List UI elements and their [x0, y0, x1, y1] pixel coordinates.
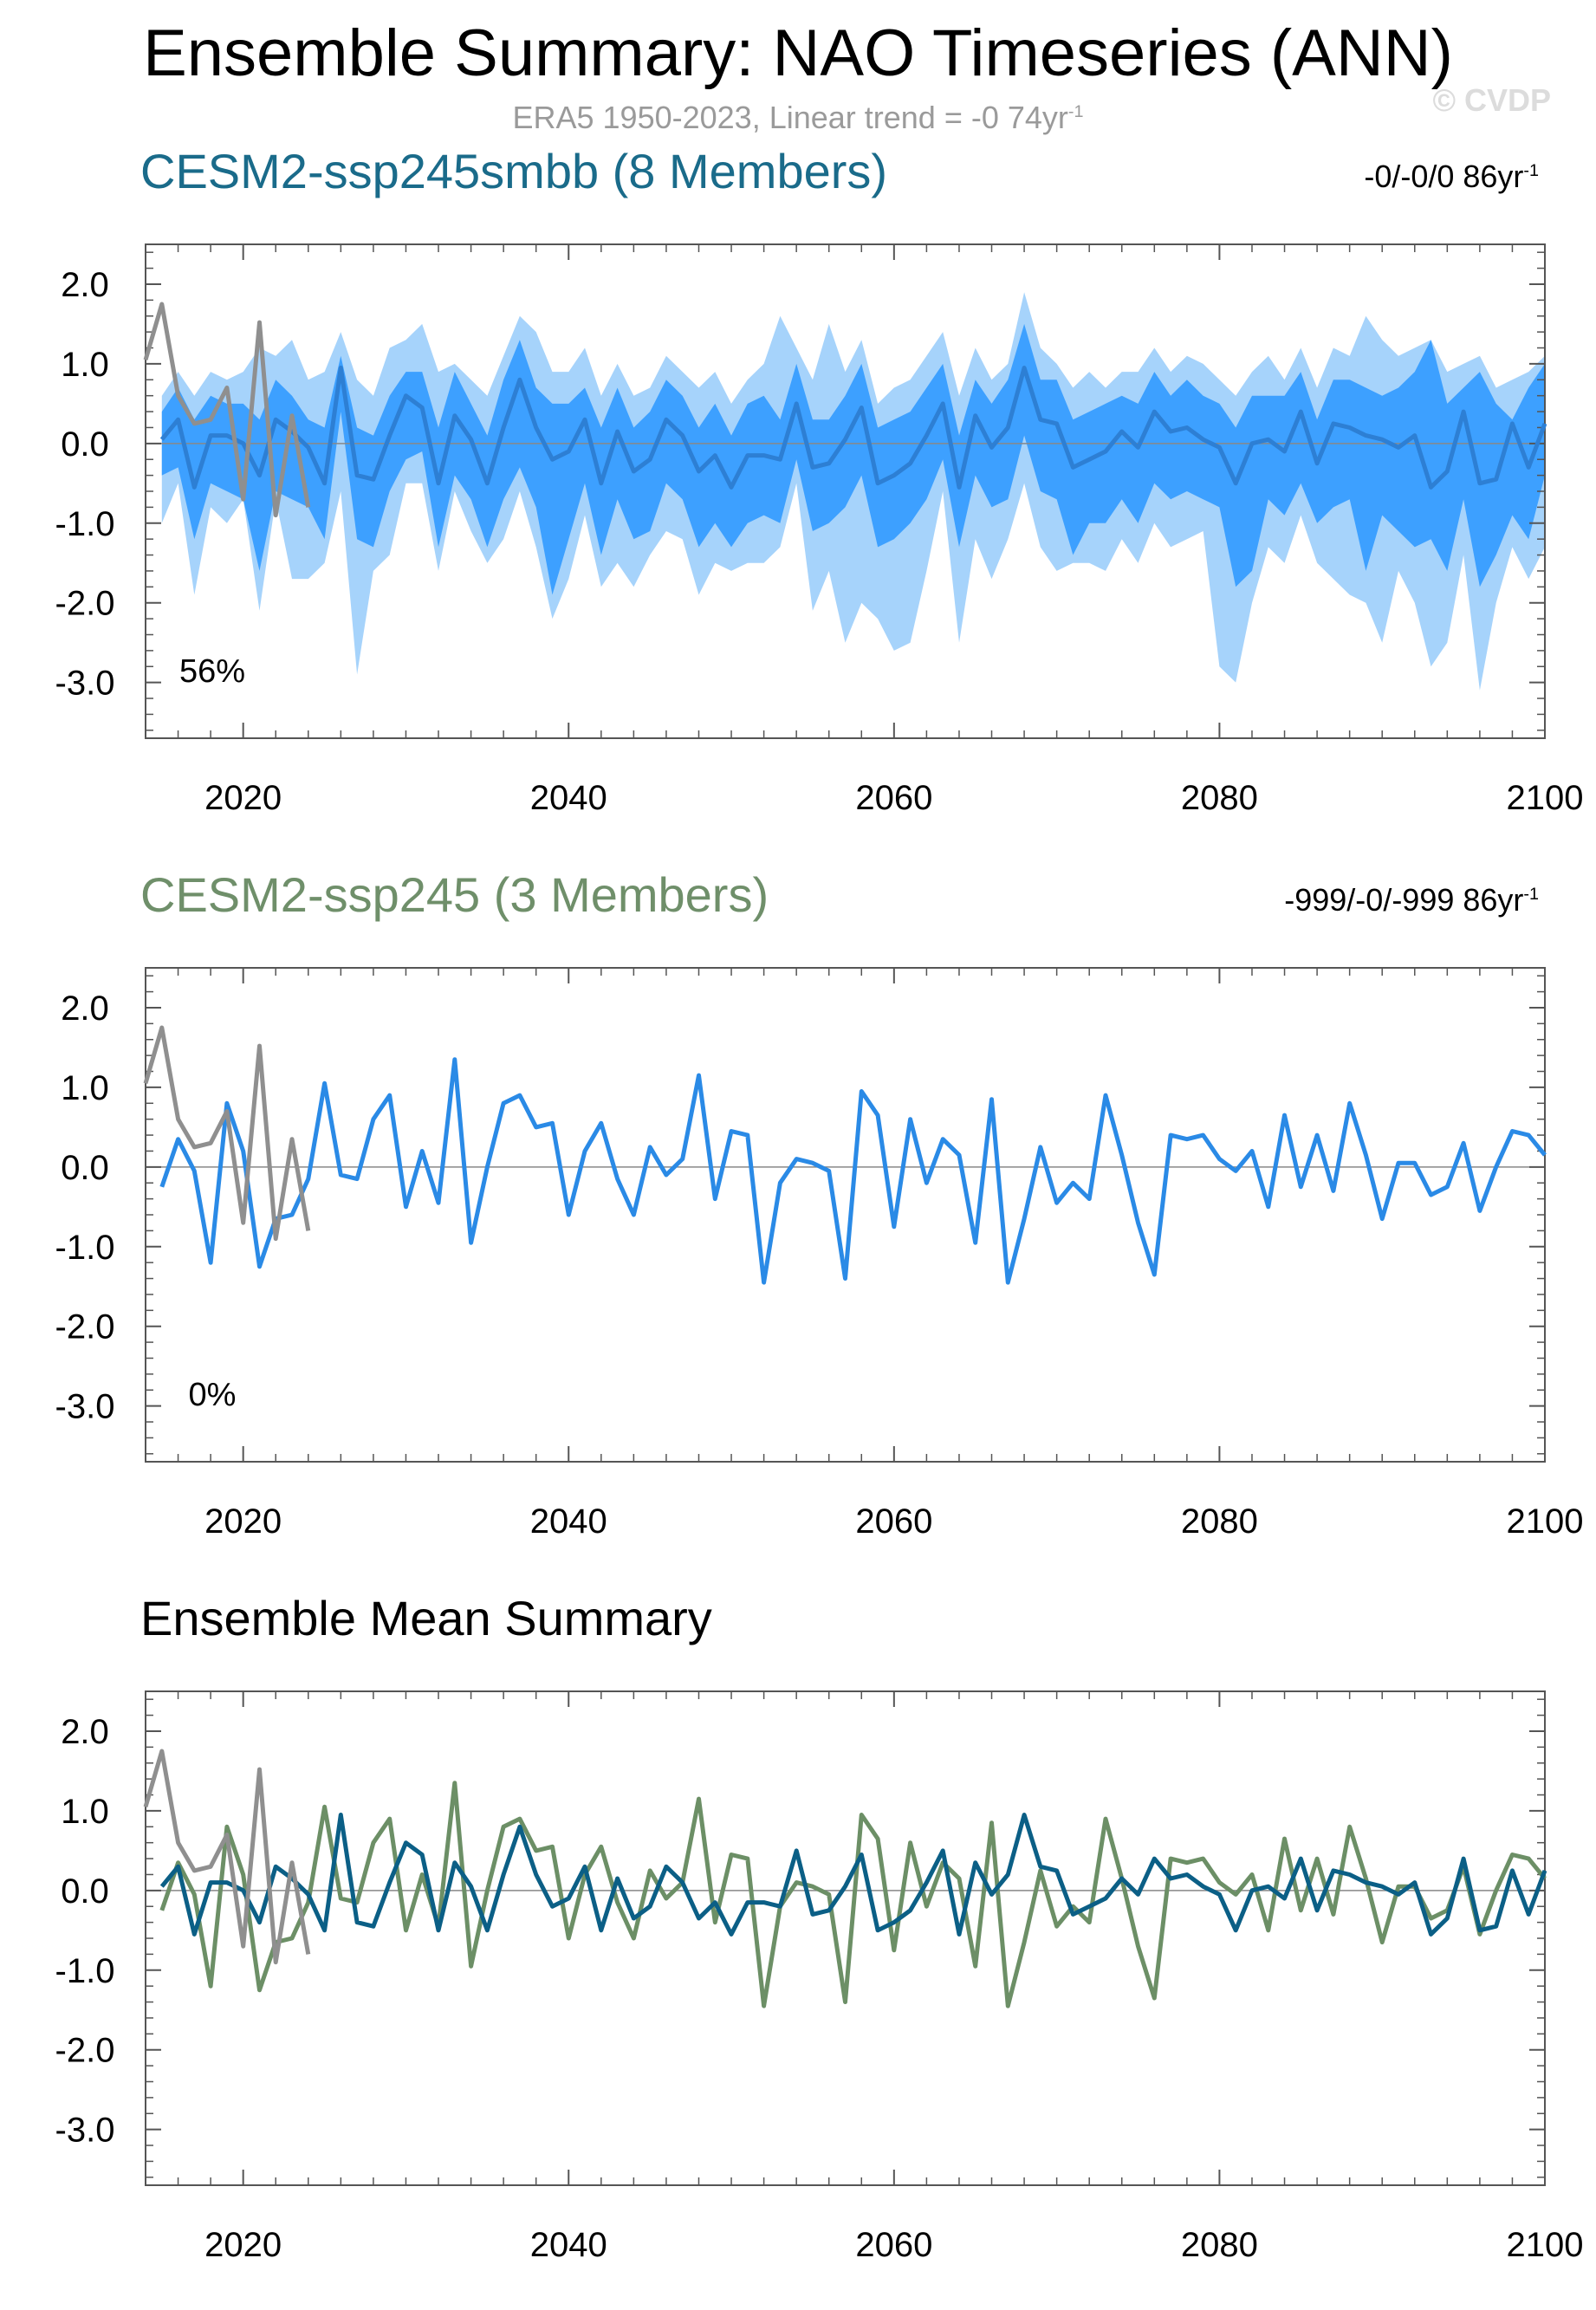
panel1-trend-text: -0/-0/0 86yr [1364, 159, 1524, 194]
panel2-plot-frame [145, 967, 1546, 1463]
panel3-ytick-label: -1.0 [55, 1952, 115, 1990]
panel1-xtick-label: 2080 [1181, 779, 1258, 817]
panel1-title: CESM2-ssp245smbb (8 Members) [140, 144, 888, 198]
panel3-ytick-label: 1.0 [61, 1793, 109, 1831]
panel2-trend-exponent: -1 [1523, 885, 1539, 904]
panel3-ytick-label: 0.0 [61, 1872, 109, 1911]
panel3-title: Ensemble Mean Summary [140, 1591, 712, 1645]
panel3-ytick-label: 2.0 [61, 1713, 109, 1751]
panel2-trend-text: -999/-0/-999 86yr [1284, 882, 1524, 918]
panel2-xtick-label: 2100 [1507, 1502, 1584, 1541]
panel2-xtick-label: 2080 [1181, 1502, 1258, 1541]
figure-title: Ensemble Summary: NAO Timeseries (ANN) [143, 16, 1453, 90]
panel1-xtick-label: 2100 [1507, 779, 1584, 817]
panel1-xtick-label: 2020 [204, 779, 282, 817]
panel2-xtick-label: 2060 [855, 1502, 932, 1541]
panel2-xtick-label: 2020 [204, 1502, 282, 1541]
panel3-xtick-label: 2040 [530, 2226, 607, 2264]
panel2-ytick-label: 1.0 [61, 1069, 109, 1107]
panel2-obs-line [143, 1025, 311, 1242]
panel1-xtick-label: 2060 [855, 779, 932, 817]
panel2-ytick-label: 0.0 [61, 1149, 109, 1187]
panel2-chart: 2.0 1.0 0.0 -1.0 -2.0 -3.0 2020 2040 2060 2080 210… [55, 967, 1584, 1541]
figure-subtitle: ERA5 1950-2023, Linear trend = -0 74yr-1 [0, 100, 1596, 136]
panel2-xtick-label: 2040 [530, 1502, 607, 1541]
panel3-smbb-mean-line [159, 1813, 1547, 1937]
panel2-ensemble-mean-line [159, 1057, 1547, 1285]
panel1-ytick-label: 2.0 [61, 266, 109, 304]
panel1-trend-exponent: -1 [1523, 161, 1539, 180]
panel3-chart: 2.0 1.0 0.0 -1.0 -2.0 -3.0 2020 2040 2060 2080 210… [55, 1690, 1584, 2264]
subtitle-exponent: -1 [1067, 102, 1084, 121]
panel1-ytick-label: -1.0 [55, 505, 115, 543]
panel2-ytick-label: 2.0 [61, 990, 109, 1028]
cvdp-watermark: © CVDP [1432, 82, 1551, 118]
panel3-xtick-label: 2080 [1181, 2226, 1258, 2264]
panel2-title: CESM2-ssp245 (3 Members) [140, 867, 769, 922]
panel3-obs-line [143, 1749, 311, 1965]
panel2-ytick-label: -2.0 [55, 1308, 115, 1346]
panel1-ytick-label: -3.0 [55, 665, 115, 703]
panel1-xtick-label: 2040 [530, 779, 607, 817]
panel2-ytick-label: -1.0 [55, 1229, 115, 1267]
panel3-xtick-label: 2020 [204, 2226, 282, 2264]
panel1-ytick-label: 1.0 [61, 346, 109, 384]
panel1-chart: 2.0 1.0 0.0 -1.0 -2.0 -3.0 2020 2040 2060 2080 210… [55, 243, 1584, 817]
panel3-ytick-label: -2.0 [55, 2032, 115, 2070]
panel1-trend: -0/-0/0 86yr-1 [1364, 159, 1539, 195]
panel1-obs-line [143, 302, 311, 518]
panel3-xtick-label: 2060 [855, 2226, 932, 2264]
panel1-percent-label: 56% [179, 653, 245, 690]
panel1-ensemble-mean-line [159, 366, 1547, 490]
panel3-ytick-label: -3.0 [55, 2112, 115, 2150]
panel3-xtick-label: 2100 [1507, 2226, 1584, 2264]
panel2-trend: -999/-0/-999 86yr-1 [1284, 882, 1539, 918]
panel1-inner-band [161, 323, 1545, 595]
panel3-ssp245-mean-line [159, 1781, 1547, 2008]
panel2-percent-label: 0% [189, 1377, 237, 1413]
panel1-ytick-label: 0.0 [61, 425, 109, 464]
panel1-ytick-label: -2.0 [55, 585, 115, 623]
panel3-plot-frame [145, 1690, 1546, 2186]
panel2-ytick-label: -3.0 [55, 1388, 115, 1426]
subtitle-text: ERA5 1950-2023, Linear trend = -0 74yr [512, 100, 1068, 135]
